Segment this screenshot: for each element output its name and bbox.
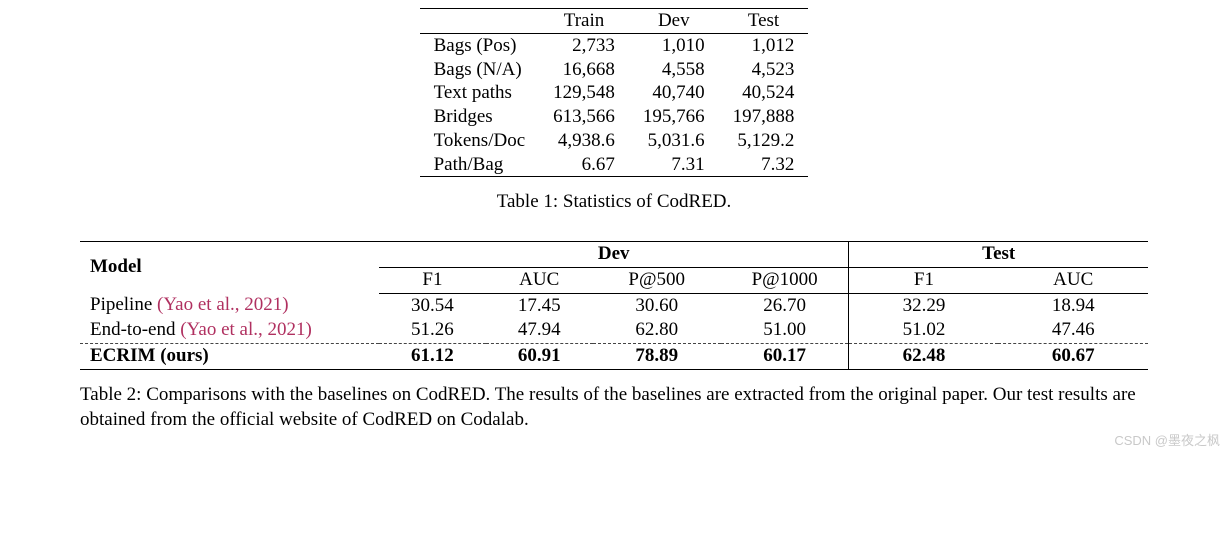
- table-row: Text paths129,54840,74040,524: [420, 81, 809, 105]
- table-row: Bags (N/A)16,6684,5584,523: [420, 58, 809, 82]
- table-row: Path/Bag6.677.317.32: [420, 153, 809, 177]
- t2-header-model: Model: [80, 242, 379, 293]
- citation: (Yao et al., 2021): [180, 319, 312, 340]
- table-1-statistics: TrainDevTest Bags (Pos)2,7331,0101,012Ba…: [420, 8, 809, 177]
- t2-header-test: Test: [849, 242, 1148, 268]
- t2-sub-header: P@500: [593, 267, 721, 293]
- t1-col-header: Test: [719, 9, 809, 34]
- t1-col-header: [420, 9, 540, 34]
- table-row: Bags (Pos)2,7331,0101,012: [420, 33, 809, 57]
- t2-sub-header: AUC: [998, 267, 1148, 293]
- table-row: End-to-end (Yao et al., 2021)51.2647.946…: [80, 318, 1148, 343]
- watermark: CSDN @墨夜之枫: [1114, 430, 1220, 449]
- table-1-caption: Table 1: Statistics of CodRED.: [80, 191, 1148, 213]
- table-row: Bridges613,566195,766197,888: [420, 105, 809, 129]
- table-row: Pipeline (Yao et al., 2021)30.5417.4530.…: [80, 293, 1148, 318]
- table-2-caption: Table 2: Comparisons with the baselines …: [80, 382, 1148, 433]
- table-2-comparisons: Model Dev Test F1AUCP@500P@1000F1AUC Pip…: [80, 241, 1148, 369]
- table-row: ECRIM (ours)61.1260.9178.8960.1762.4860.…: [80, 344, 1148, 370]
- t2-sub-header: AUC: [486, 267, 593, 293]
- table-row: Tokens/Doc4,938.65,031.65,129.2: [420, 129, 809, 153]
- t2-sub-header: P@1000: [721, 267, 849, 293]
- t2-sub-header: F1: [849, 267, 999, 293]
- t1-col-header: Train: [539, 9, 629, 34]
- t2-sub-header: F1: [379, 267, 486, 293]
- t2-header-dev: Dev: [379, 242, 849, 268]
- t1-col-header: Dev: [629, 9, 719, 34]
- citation: (Yao et al., 2021): [157, 294, 289, 315]
